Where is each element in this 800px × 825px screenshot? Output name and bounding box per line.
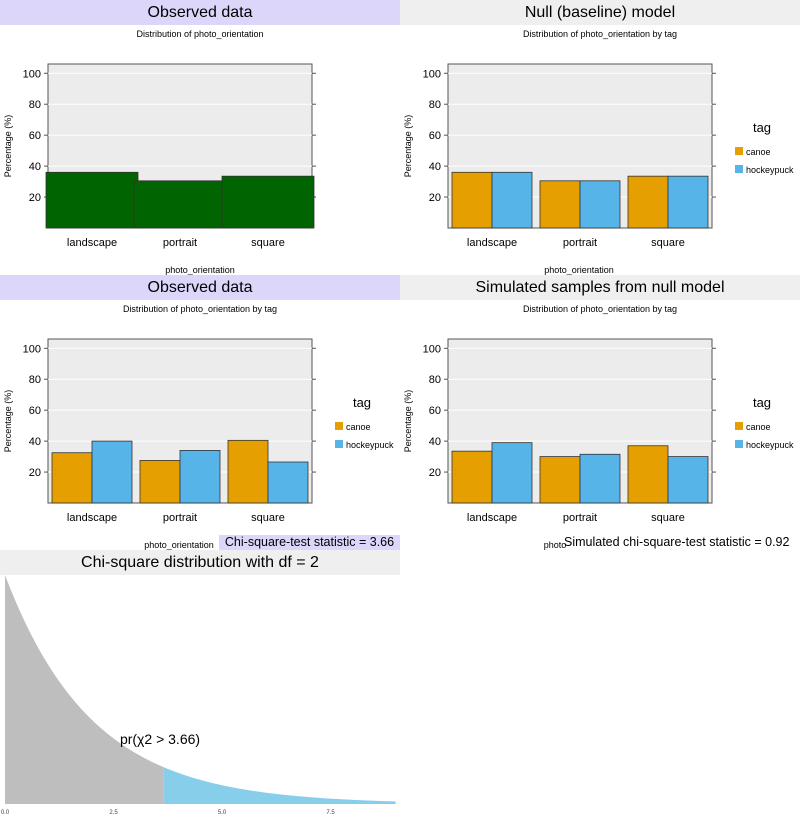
y-tick-label: 80 <box>429 374 441 386</box>
x-tick-label: 7.5 <box>326 810 335 816</box>
y-axis-label: Percentage (%) <box>403 115 413 178</box>
y-tick-label: 60 <box>429 405 441 417</box>
bar-canoe-landscape <box>51 452 93 504</box>
y-tick-label: 40 <box>429 436 441 448</box>
bar-canoe-square <box>627 175 669 229</box>
chi-square-density-chart: pr(χ2 > 3.66) 0.0 2.5 5.0 7.5 <box>1 575 396 816</box>
bar-hockeypuck-square <box>267 461 309 504</box>
bar-canoe-landscape <box>451 450 493 504</box>
panel-4-subtitle: Distribution of photo_orientation by tag <box>522 304 678 314</box>
y-tick-label: 20 <box>29 192 41 204</box>
x-tick-label: square <box>651 512 685 524</box>
bar-canoe-portrait <box>539 180 581 229</box>
x-tick-label: square <box>651 237 685 249</box>
y-axis-label: Percentage (%) <box>3 115 13 178</box>
x-tick-label: 2.5 <box>109 810 118 816</box>
observed-statistic-label: Chi-square-test statistic = 3.66 <box>219 535 400 550</box>
legend-label-hockeypuck: hockeypuck <box>746 165 794 175</box>
x-axis-label: photo_orientation <box>544 265 614 275</box>
bar-canoe-portrait <box>539 456 581 504</box>
panel-1-title: Observed data <box>0 0 400 25</box>
legend-swatch-hockeypuck <box>335 440 343 448</box>
legend-title: tag <box>353 395 371 410</box>
y-tick-label: 100 <box>423 68 441 80</box>
bar-canoe-square <box>227 439 269 504</box>
bar-portrait <box>133 180 227 229</box>
y-axis-label: Percentage (%) <box>403 390 413 453</box>
y-tick-label: 20 <box>29 467 41 479</box>
legend-swatch-hockeypuck <box>735 165 743 173</box>
y-tick-label: 80 <box>29 99 41 111</box>
observed-by-tag-bar-chart: 20 40 60 80 100 Percentage (%) landscape portra… <box>3 338 394 550</box>
legend-swatch-canoe <box>735 422 743 430</box>
legend-label-hockeypuck: hockeypuck <box>746 440 794 450</box>
density-tail-area <box>163 767 396 804</box>
legend-title: tag <box>753 120 771 135</box>
observed-bar-chart: 20 40 60 80 100 Percentage (%) landscape portra… <box>3 63 316 275</box>
y-tick-label: 100 <box>23 68 41 80</box>
x-axis-label: photo_orientation <box>144 540 214 550</box>
simulated-statistic-label: Simulated chi-square-test statistic = 0.… <box>564 535 790 549</box>
x-tick-label: square <box>251 512 285 524</box>
y-tick-label: 60 <box>429 130 441 142</box>
y-tick-label: 60 <box>29 405 41 417</box>
x-tick-label: landscape <box>467 237 517 249</box>
y-tick-label: 20 <box>429 467 441 479</box>
null-model-bar-chart: 20 40 60 80 100 Percentage (%) landscape portra… <box>403 63 794 275</box>
y-tick-label: 40 <box>429 161 441 173</box>
y-tick-label: 80 <box>29 374 41 386</box>
x-tick-label: landscape <box>67 237 117 249</box>
y-tick-label: 100 <box>423 343 441 355</box>
legend-label-canoe: canoe <box>746 422 771 432</box>
legend-title: tag <box>753 395 771 410</box>
x-tick-label: 0.0 <box>1 810 10 816</box>
bar-hockeypuck-landscape <box>91 440 133 504</box>
x-tick-label: square <box>251 237 285 249</box>
panel-5-title: Chi-square distribution with df = 2 <box>0 550 400 575</box>
bar-landscape <box>45 171 139 229</box>
legend-swatch-hockeypuck <box>735 440 743 448</box>
y-tick-label: 20 <box>429 192 441 204</box>
bar-hockeypuck-portrait <box>579 453 621 504</box>
x-axis-label: photo_orientation <box>165 265 235 275</box>
bar-hockeypuck-portrait <box>179 449 221 504</box>
legend-label-canoe: canoe <box>346 422 371 432</box>
bar-hockeypuck-portrait <box>579 180 621 229</box>
legend-swatch-canoe <box>735 147 743 155</box>
tail-probability-annotation: pr(χ2 > 3.66) <box>120 731 200 747</box>
bar-hockeypuck-square <box>667 175 709 229</box>
x-axis-label: photo <box>544 540 567 550</box>
x-tick-label: landscape <box>67 512 117 524</box>
y-tick-label: 40 <box>29 161 41 173</box>
legend-label-hockeypuck: hockeypuck <box>346 440 394 450</box>
legend-swatch-canoe <box>335 422 343 430</box>
simulated-by-tag-bar-chart: 20 40 60 80 100 Percentage (%) landscape portra… <box>403 338 794 550</box>
bar-canoe-landscape <box>451 171 493 229</box>
panel-1-subtitle: Distribution of photo_orientation <box>136 29 264 39</box>
y-tick-label: 80 <box>429 99 441 111</box>
panel-3-subtitle: Distribution of photo_orientation by tag <box>122 304 278 314</box>
x-tick-label: portrait <box>163 237 197 249</box>
panel-3-title: Observed data <box>0 275 400 300</box>
x-tick-label: portrait <box>563 512 597 524</box>
x-tick-label: portrait <box>563 237 597 249</box>
bar-hockeypuck-landscape <box>491 442 533 504</box>
x-tick-label: landscape <box>467 512 517 524</box>
x-tick-label: portrait <box>163 512 197 524</box>
bar-canoe-portrait <box>139 460 181 504</box>
y-tick-label: 40 <box>29 436 41 448</box>
y-tick-label: 100 <box>23 343 41 355</box>
bar-square <box>221 175 315 229</box>
y-axis-label: Percentage (%) <box>3 390 13 453</box>
bar-hockeypuck-square <box>667 456 709 504</box>
density-area-below-statistic <box>5 575 164 804</box>
legend-label-canoe: canoe <box>746 147 771 157</box>
panel-2-title: Null (baseline) model <box>400 0 800 25</box>
panel-4-title: Simulated samples from null model <box>400 275 800 300</box>
bar-hockeypuck-landscape <box>491 171 533 229</box>
panel-2-subtitle: Distribution of photo_orientation by tag <box>522 29 678 39</box>
x-tick-label: 5.0 <box>218 810 227 816</box>
y-tick-label: 60 <box>29 130 41 142</box>
bar-canoe-square <box>627 445 669 504</box>
